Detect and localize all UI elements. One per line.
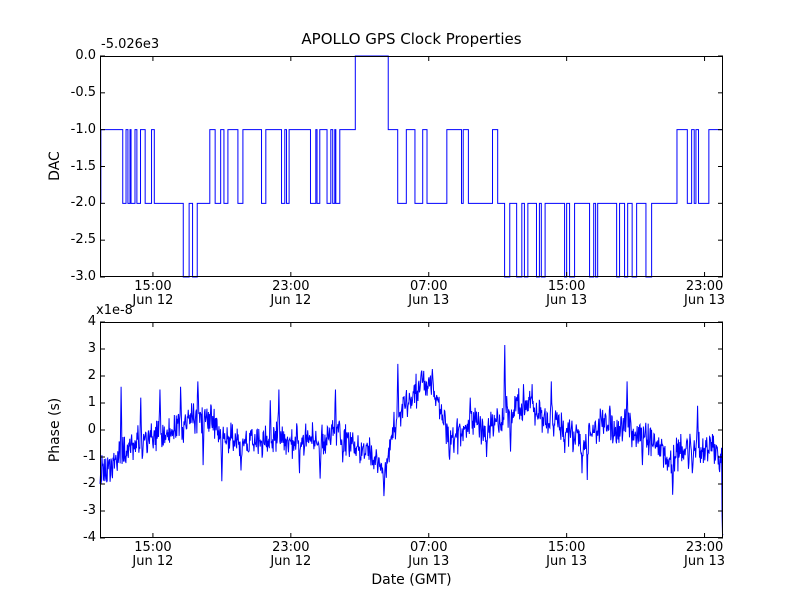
tick-time: 07:00 <box>410 540 448 555</box>
bottom-y-tick-label: -1 <box>83 449 96 464</box>
phase-axis-multiplier-label: x1e-8 <box>96 303 133 318</box>
bottom-y-tick-label: 2 <box>87 368 96 383</box>
top-y-tick-label: -1.5 <box>70 158 96 174</box>
chart-title: APOLLO GPS Clock Properties <box>301 30 522 48</box>
tick-date: Jun 13 <box>408 554 450 569</box>
bottom-y-tick-label: -4 <box>83 530 96 545</box>
tick-time: 15:00 <box>134 279 172 294</box>
top-y-tick-label: -2.5 <box>70 232 96 248</box>
top-x-tick-label: 23:00 Jun 13 <box>673 280 737 308</box>
tick-date: Jun 13 <box>546 554 588 569</box>
phase-noise-line <box>99 344 724 536</box>
dac-step-line <box>100 55 723 278</box>
top-x-tick-label: 23:00 Jun 12 <box>259 280 323 308</box>
bottom-x-tick-label: 15:00 Jun 13 <box>535 541 599 569</box>
bottom-y-tick-label: -3 <box>83 503 96 518</box>
top-y-tick-label: -3.0 <box>70 269 96 284</box>
tick-time: 23:00 <box>685 279 724 294</box>
dac-axis-offset-label: -5.026e3 <box>101 37 160 52</box>
tick-time: 15:00 <box>134 540 172 555</box>
tick-date: Jun 12 <box>270 293 312 308</box>
axes-frame <box>100 56 723 277</box>
tick-time: 23:00 <box>685 540 724 555</box>
phase-subplot <box>99 321 724 539</box>
top-x-tick-label: 15:00 Jun 13 <box>535 280 599 308</box>
tick-date: Jun 13 <box>684 554 726 569</box>
tick-date: Jun 12 <box>270 554 312 569</box>
tick-date: Jun 12 <box>132 554 174 569</box>
x-axis-label: Date (GMT) <box>371 572 452 588</box>
tick-time: 23:00 <box>272 540 310 555</box>
bottom-y-tick-label: 1 <box>87 395 96 410</box>
bottom-y-tick-label: 4 <box>87 314 96 329</box>
bottom-plot-svg <box>99 321 724 539</box>
bottom-x-tick-label: 15:00 Jun 12 <box>121 541 185 569</box>
top-y-tick-label: -2.0 <box>70 195 96 211</box>
tick-time: 23:00 <box>272 279 310 294</box>
bottom-x-tick-label: 23:00 Jun 13 <box>673 541 737 569</box>
axes-frame <box>100 322 723 538</box>
top-y-tick-label: 0.0 <box>75 48 96 63</box>
bottom-x-tick-label: 07:00 Jun 13 <box>397 541 461 569</box>
dac-subplot <box>100 55 723 278</box>
top-y-tick-label: -0.5 <box>70 84 96 100</box>
top-plot-svg <box>100 55 723 278</box>
top-y-tick-label: -1.0 <box>70 121 96 137</box>
tick-date: Jun 12 <box>132 293 174 308</box>
bottom-y-tick-label: -2 <box>83 476 96 491</box>
bottom-y-tick-label: 3 <box>87 341 96 356</box>
tick-date: Jun 13 <box>546 293 588 308</box>
bottom-y-tick-label: 0 <box>87 422 96 437</box>
tick-date: Jun 13 <box>408 293 450 308</box>
tick-time: 07:00 <box>410 279 448 294</box>
bottom-x-tick-label: 23:00 Jun 12 <box>259 541 323 569</box>
tick-time: 15:00 <box>547 540 586 555</box>
tick-date: Jun 13 <box>684 293 726 308</box>
tick-time: 15:00 <box>547 279 586 294</box>
top-x-tick-label: 15:00 Jun 12 <box>121 280 185 308</box>
top-x-tick-label: 07:00 Jun 13 <box>397 280 461 308</box>
